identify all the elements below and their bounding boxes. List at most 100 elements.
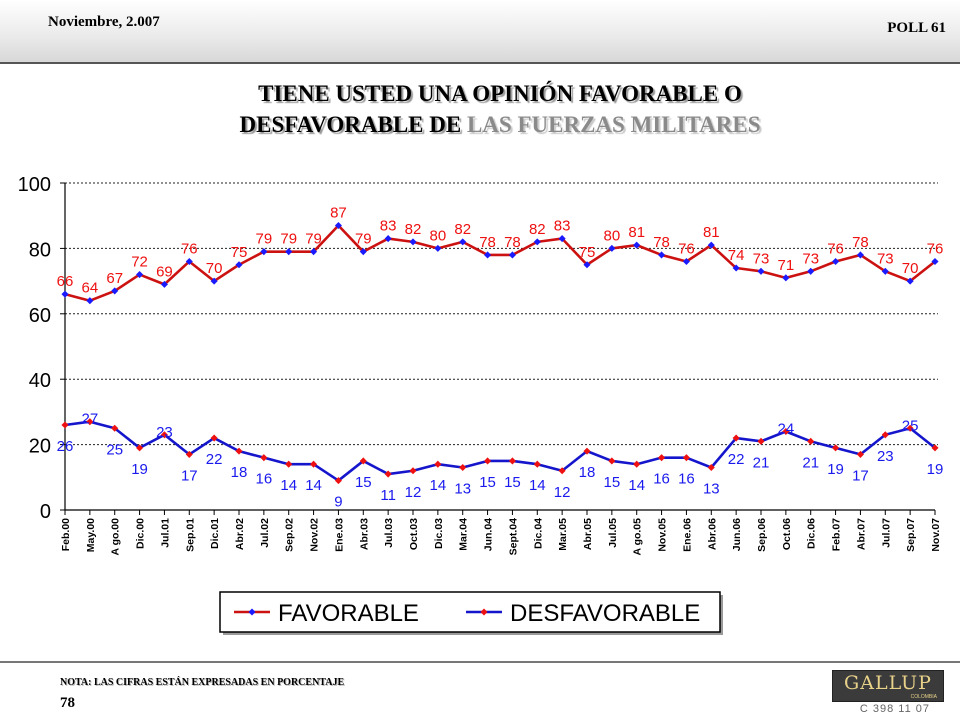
data-label-favorable: 64 [82,280,99,297]
data-point-desfavorable [260,454,268,462]
y-tick-label: 40 [29,370,51,392]
data-point-desfavorable [334,477,342,485]
y-tick-label: 0 [40,501,51,523]
x-tick-label: A go.05 [632,518,644,556]
y-tick-label: 80 [29,239,51,261]
data-label-desfavorable: 14 [430,477,447,494]
x-tick-label: Jul.07 [880,518,892,548]
data-point-favorable [185,257,193,266]
data-point-favorable [310,248,318,256]
data-label-desfavorable: 21 [802,454,819,471]
data-point-desfavorable [111,424,119,432]
data-label-favorable: 83 [380,218,397,235]
data-label-desfavorable: 18 [231,464,248,481]
data-point-favorable [160,280,168,288]
data-label-favorable: 78 [479,234,496,251]
data-point-desfavorable [285,460,293,468]
data-label-favorable: 66 [57,273,74,290]
chart-title: TIENE USTED UNA OPINIÓN FAVORABLE O DESF… [160,78,840,140]
data-label-favorable: 73 [877,250,894,267]
x-tick-label: Dic.06 [806,518,818,549]
data-point-desfavorable [533,460,541,468]
data-label-desfavorable: 24 [778,421,795,438]
header-band [0,0,960,64]
data-label-desfavorable: 19 [131,461,148,478]
data-label-desfavorable: 16 [678,471,695,488]
x-tick-label: Abr.06 [706,518,718,550]
data-point-desfavorable [682,454,690,462]
data-point-favorable [807,267,815,275]
data-label-desfavorable: 9 [334,494,342,511]
data-point-favorable [856,251,864,259]
data-point-favorable [359,248,367,256]
data-label-desfavorable: 13 [703,480,720,497]
x-tick-label: Abr.07 [855,518,867,550]
data-label-favorable: 75 [579,244,596,261]
x-tick-label: A go.00 [110,518,122,556]
data-point-favorable [111,287,119,295]
data-point-favorable [832,257,840,266]
data-label-desfavorable: 15 [504,474,521,491]
data-point-favorable [533,238,541,246]
data-label-favorable: 79 [305,231,322,248]
x-tick-label: Sep.02 [284,518,296,552]
data-point-favorable [732,264,740,272]
x-tick-label: Sep.07 [905,518,917,552]
x-tick-label: Jun.06 [731,518,743,551]
x-tick-label: Jul.03 [383,518,395,548]
x-tick-label: Ene.03 [333,518,345,552]
x-tick-label: Abr.05 [582,518,594,550]
data-label-desfavorable: 17 [181,467,198,484]
data-label-desfavorable: 15 [604,474,621,491]
gallup-logo-word: GALLUP [844,672,932,694]
data-label-favorable: 79 [280,231,297,248]
data-point-favorable [707,241,715,249]
data-point-desfavorable [61,421,69,429]
data-label-desfavorable: 14 [305,477,322,494]
data-label-desfavorable: 12 [554,484,571,501]
y-tick-label: 20 [29,436,51,458]
data-point-favorable [285,248,293,256]
data-label-desfavorable: 11 [380,487,396,504]
data-point-favorable [757,267,765,275]
x-tick-label: Nov.02 [309,518,321,552]
data-point-favorable [61,290,69,298]
data-label-desfavorable: 23 [156,424,173,441]
data-point-favorable [633,241,641,249]
x-tick-label: Feb.07 [831,518,843,551]
data-label-desfavorable: 27 [82,411,99,428]
data-point-desfavorable [558,467,566,475]
data-point-favorable [434,244,442,252]
data-label-favorable: 67 [106,270,123,287]
data-point-favorable [136,271,144,279]
x-tick-label: Oct.03 [408,518,420,550]
data-point-favorable [682,257,690,266]
x-tick-label: Jul.01 [159,518,171,548]
data-point-desfavorable [185,450,193,458]
series-line-desfavorable [64,420,936,482]
data-point-desfavorable [484,457,492,465]
data-label-favorable: 69 [156,263,173,280]
data-point-favorable [931,257,939,266]
data-label-favorable: 79 [256,231,273,248]
x-tick-label: Mar.04 [458,518,470,551]
series-line-favorable [64,224,936,303]
x-tick-label: Abr.03 [358,518,370,550]
header-divider [0,62,960,64]
data-label-favorable: 73 [753,250,770,267]
data-label-favorable: 70 [206,260,223,277]
gallup-logo-sub: COLOMBIA [910,694,937,700]
data-label-favorable: 78 [852,234,869,251]
data-label-desfavorable: 19 [927,461,944,478]
data-point-favorable [235,261,243,269]
data-label-favorable: 80 [604,227,621,244]
legend-label-desfavorable: DESFAVORABLE [510,600,700,627]
x-tick-label: Feb.00 [60,518,72,551]
data-point-favorable [86,297,94,305]
footnote: NOTA: LAS CIFRAS ESTÁN EXPRESADAS EN POR… [60,677,345,688]
data-point-favorable [558,235,566,243]
data-label-desfavorable: 16 [256,471,273,488]
data-point-desfavorable [658,454,666,462]
data-point-desfavorable [807,437,815,445]
data-point-favorable [459,238,467,246]
